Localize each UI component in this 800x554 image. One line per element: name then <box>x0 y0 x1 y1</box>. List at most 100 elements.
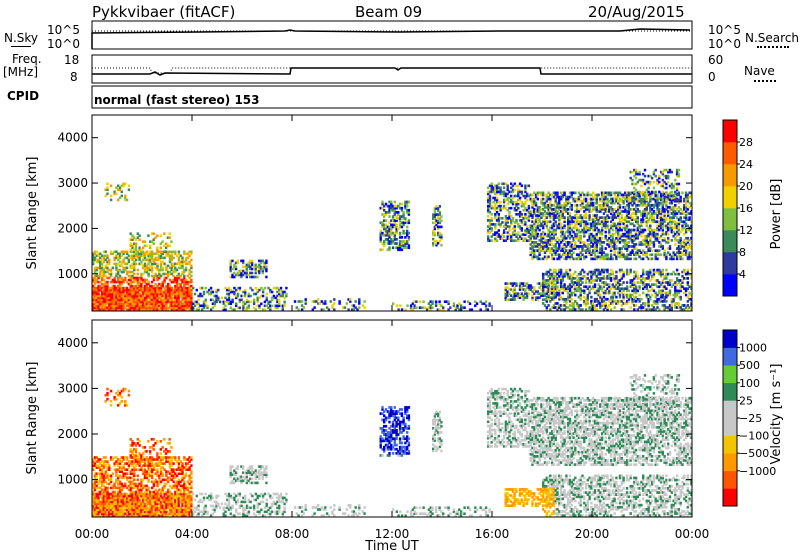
power-cell <box>179 274 182 278</box>
power-cell <box>515 184 518 188</box>
power-cell <box>249 265 252 269</box>
power-cell <box>95 266 98 270</box>
power-cell <box>549 226 552 230</box>
power-cell <box>588 291 591 295</box>
power-cell <box>109 198 113 202</box>
power-cell <box>524 202 527 206</box>
power-cell <box>583 234 586 238</box>
power-cell <box>613 193 616 197</box>
power-cell <box>177 288 181 292</box>
power-cell <box>474 304 477 307</box>
power-cell <box>399 304 402 307</box>
power-cell <box>606 197 609 201</box>
power-cell <box>99 272 102 276</box>
power-cell <box>393 206 396 210</box>
power-cell <box>269 290 272 294</box>
power-cell <box>583 232 586 236</box>
power-cell <box>574 287 577 291</box>
power-cell <box>552 306 556 309</box>
power-cell <box>104 274 107 278</box>
power-cell <box>597 291 600 295</box>
power-cell <box>593 201 597 205</box>
power-cell <box>570 297 573 301</box>
power-cell <box>572 277 575 280</box>
power-cell <box>563 243 566 246</box>
power-cell <box>390 206 393 210</box>
power-cell <box>140 298 143 302</box>
power-cell <box>267 286 270 290</box>
power-cell <box>667 293 670 297</box>
power-cell <box>547 289 550 293</box>
power-cell <box>647 300 650 303</box>
power-cell <box>567 226 570 230</box>
power-cell <box>575 210 579 213</box>
power-cell <box>640 230 643 234</box>
power-cell <box>150 258 154 262</box>
power-cell <box>513 288 516 291</box>
power-cell <box>592 206 595 209</box>
power-cell <box>533 199 536 203</box>
power-cell <box>672 257 675 261</box>
power-cell <box>624 193 627 197</box>
power-cell <box>688 212 691 215</box>
power-cell <box>579 255 582 259</box>
power-cell <box>159 262 163 266</box>
power-cell <box>643 234 647 238</box>
power-cell <box>563 297 566 301</box>
power-cell <box>543 251 547 254</box>
power-cell <box>593 268 597 272</box>
power-cell <box>490 219 493 222</box>
power-cell <box>111 294 114 298</box>
power-cell <box>338 300 341 303</box>
power-cell <box>650 257 654 261</box>
power-cell <box>577 210 581 213</box>
power-cell <box>502 206 506 210</box>
power-cell <box>95 278 98 282</box>
power-cell <box>536 216 539 219</box>
power-cell <box>558 293 561 297</box>
power-cell <box>645 277 648 280</box>
power-cell <box>111 284 114 288</box>
power-cell <box>584 308 588 311</box>
power-cell <box>447 300 450 303</box>
power-cell <box>195 308 198 311</box>
power-cell <box>649 232 652 236</box>
power-cell <box>398 223 402 227</box>
power-cell <box>104 270 107 274</box>
power-cell <box>583 226 586 230</box>
power-cell <box>437 231 440 235</box>
power-cell <box>658 253 661 257</box>
power-cell <box>229 290 232 294</box>
power-cell <box>168 294 172 298</box>
power-cell <box>508 215 511 218</box>
power-cell <box>184 292 188 296</box>
power-cell <box>602 285 606 289</box>
power-cell <box>599 287 602 291</box>
power-cell <box>102 296 106 300</box>
power-cell <box>561 226 564 230</box>
freq-panel-frame <box>91 54 693 84</box>
power-cell <box>111 304 114 308</box>
power-cell <box>590 197 593 201</box>
power-cell <box>395 225 398 229</box>
power-cell <box>600 203 604 207</box>
power-cell <box>106 188 109 192</box>
power-cell <box>158 300 161 304</box>
power-cell <box>688 297 691 301</box>
power-cell <box>100 268 104 272</box>
power-cell <box>533 208 536 211</box>
power-cell <box>133 308 136 311</box>
power-cell <box>104 286 107 290</box>
power-cell <box>138 252 141 256</box>
power-cell <box>658 300 661 303</box>
power-cell <box>159 274 163 278</box>
power-cell <box>542 274 545 278</box>
power-cell <box>150 252 154 256</box>
power-cell <box>577 277 581 280</box>
power-cell <box>536 214 539 217</box>
power-cell <box>659 220 663 224</box>
power-cell <box>650 193 654 197</box>
power-cell <box>658 291 661 295</box>
power-cell <box>506 282 509 285</box>
power-cell <box>134 304 138 308</box>
